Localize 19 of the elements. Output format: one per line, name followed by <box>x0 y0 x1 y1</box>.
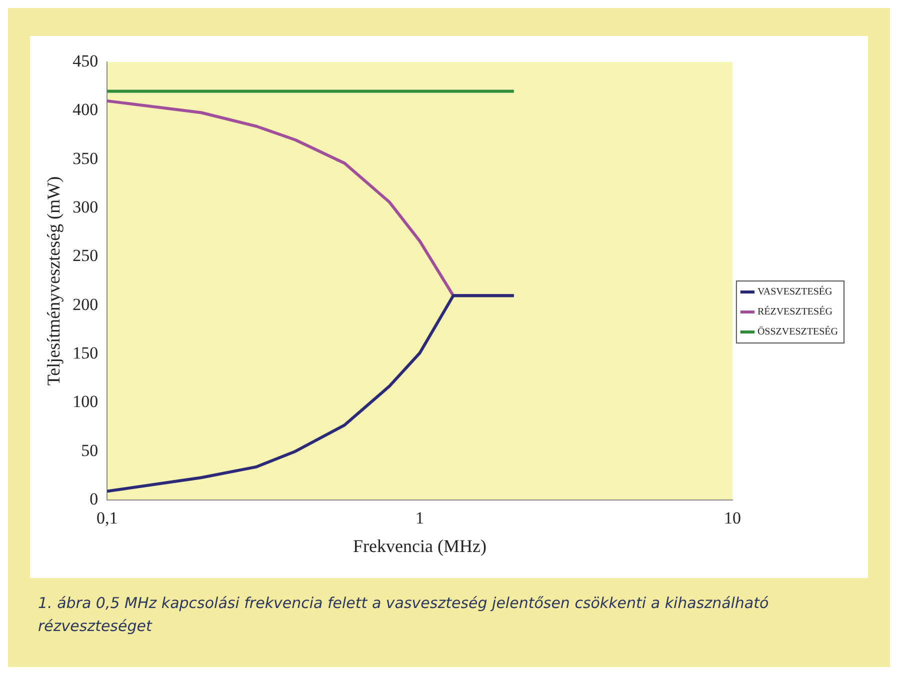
text: 1. ábra 0,5 MHz kapcsolási frekvencia felett a vasveszteség jelentősen csökkenti a kihasználható rézveszteséget <box>38 593 770 636</box>
legend-label: VASVESZTESÉG <box>757 286 832 298</box>
y-tick-label: 50 <box>81 440 98 460</box>
y-tick-label: 100 <box>72 392 98 412</box>
y-tick-label: 250 <box>72 246 98 266</box>
y-tick-label: 200 <box>72 294 98 314</box>
y-axis-title: Teljesítményveszteség (mW) <box>44 176 64 386</box>
x-axis-title: Frekvencia (MHz) <box>353 536 486 556</box>
y-tick-label: 400 <box>72 100 98 120</box>
legend-label: RÉZVESZTESÉG <box>757 306 832 318</box>
y-tick-label: 0 <box>90 489 98 508</box>
x-tick-label: 1 <box>416 508 424 528</box>
y-tick-label: 300 <box>72 197 98 216</box>
x-tick-label: 0,1 <box>96 508 118 528</box>
y-tick-label: 150 <box>72 343 98 362</box>
y-tick-label: 350 <box>72 148 98 168</box>
x-tick-label: 10 <box>724 508 741 528</box>
legend-label: ÖSSZVESZTESÉG <box>757 326 838 338</box>
y-tick-label: 450 <box>72 51 98 70</box>
